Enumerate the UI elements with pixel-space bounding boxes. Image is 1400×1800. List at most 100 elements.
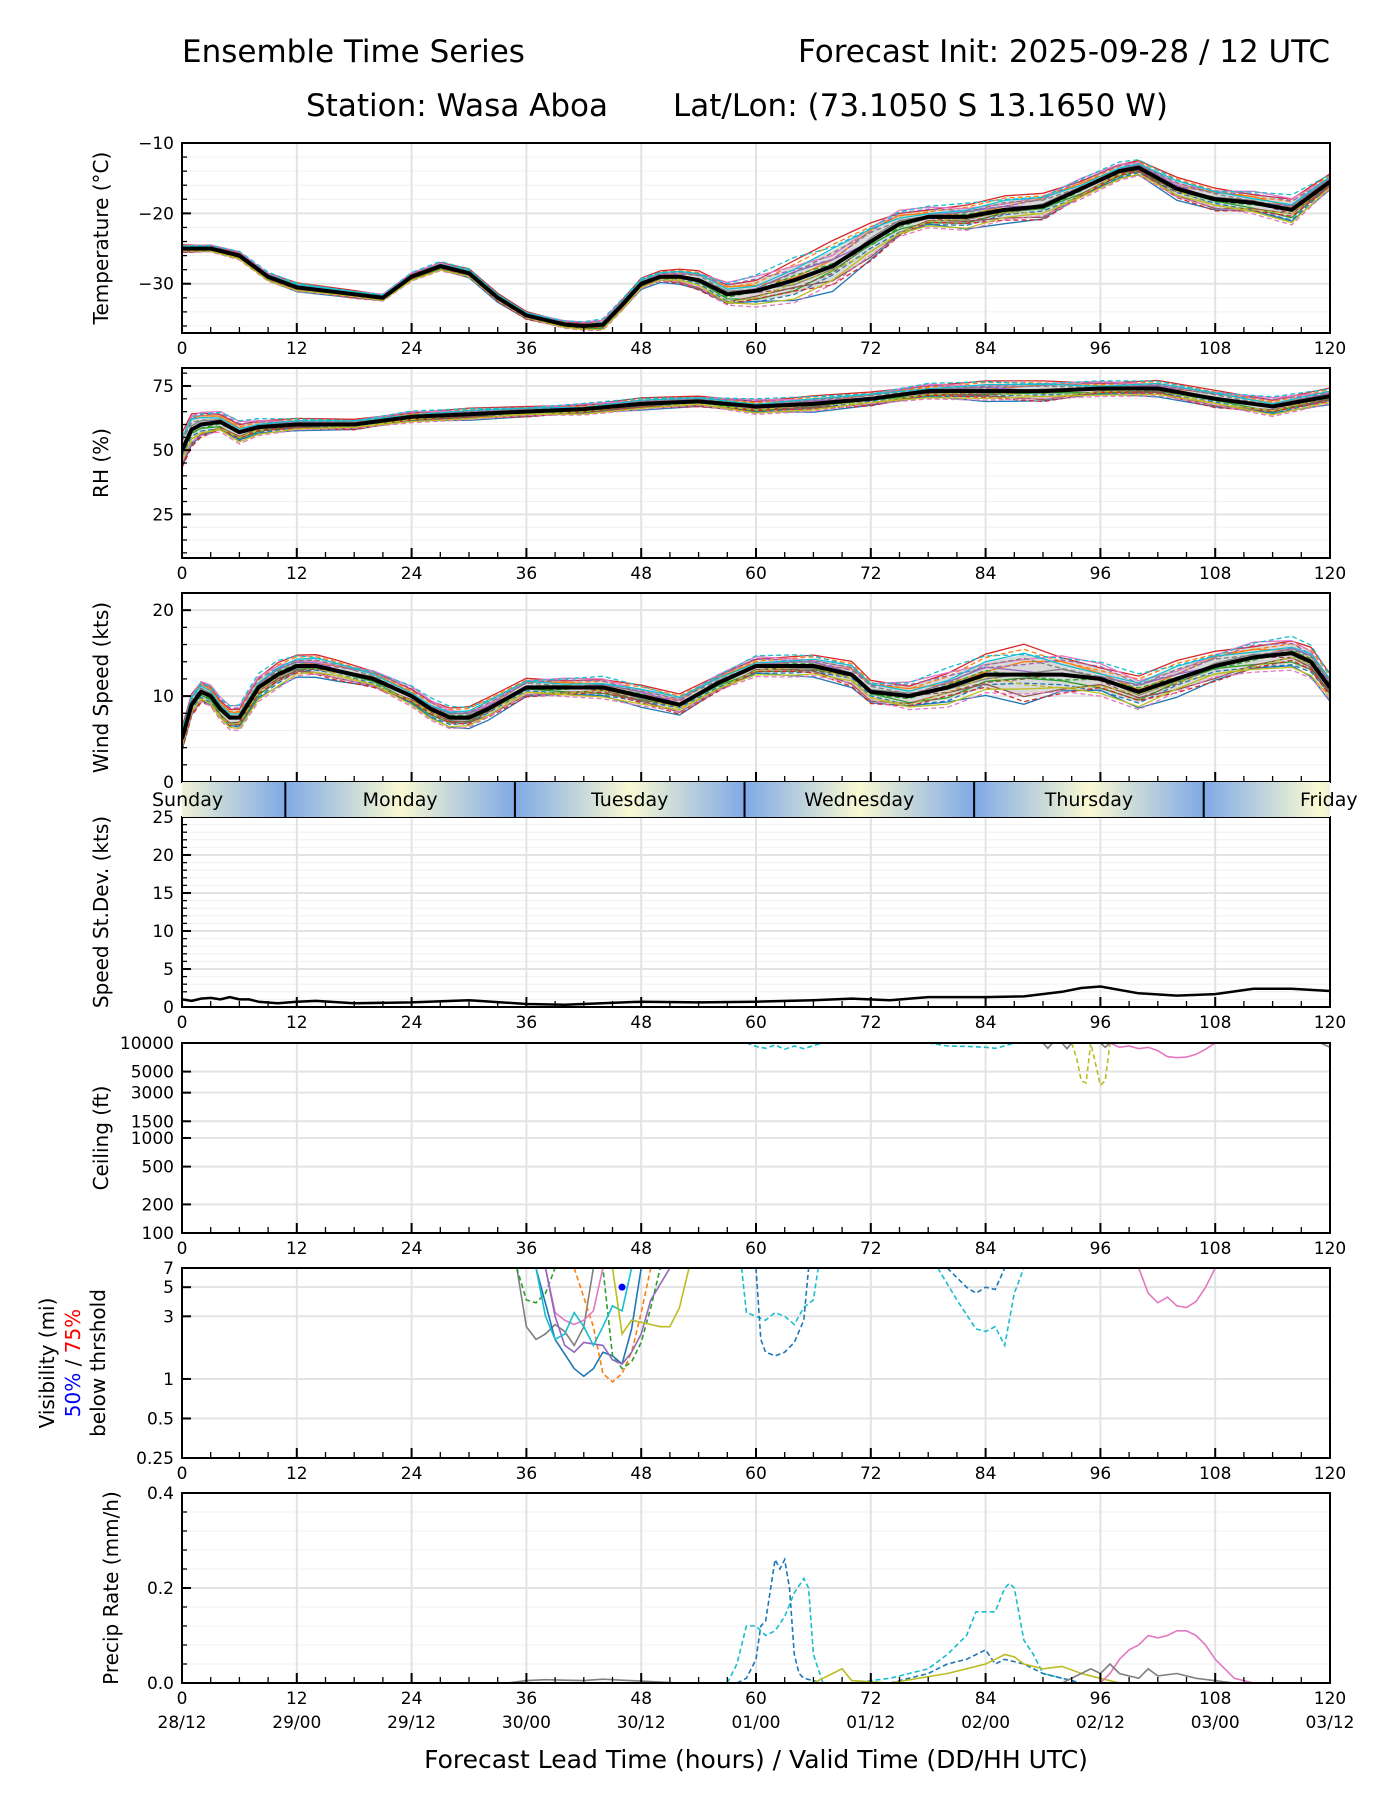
x-tick-label: 60 [745, 1464, 767, 1484]
x-tick-label: 24 [401, 564, 423, 584]
x-tick-label: 120 [1314, 339, 1346, 359]
x-tick-label: 12 [286, 339, 308, 359]
x-tick-label: 36 [516, 1239, 538, 1259]
day-segment [744, 782, 975, 817]
member-trace [746, 1043, 824, 1051]
vis-50pct-marker [618, 1283, 626, 1291]
x-tick-label: 36 [516, 1464, 538, 1484]
station-latlon: Lat/Lon: (73.1050 S 13.1650 W) [673, 88, 1168, 124]
member-trace [182, 659, 1330, 752]
member-trace [1099, 1630, 1254, 1683]
member-trace [736, 1556, 824, 1683]
y-tick-label: 75 [152, 377, 174, 397]
x-tick-label: 108 [1199, 1464, 1231, 1484]
member-trace [182, 669, 1330, 748]
x-tick-label: 36 [516, 339, 538, 359]
x-tick-label: 120 [1314, 1013, 1346, 1033]
x-tick-label: 48 [630, 339, 652, 359]
x-tick-label: 12 [286, 1689, 308, 1709]
member-trace [182, 382, 1330, 439]
valid-time-label: 02/12 [1076, 1713, 1125, 1733]
valid-time-label: 03/12 [1306, 1713, 1355, 1733]
y-axis-label: Temperature (°C) [89, 152, 113, 326]
y-tick-label: 3000 [131, 1084, 174, 1104]
y-tick-label: 0.4 [147, 1484, 174, 1504]
y-tick-label: 10 [152, 922, 174, 942]
plot-area-visibility [516, 1268, 1216, 1383]
x-tick-label: 84 [975, 564, 997, 584]
x-tick-label: 72 [860, 1689, 882, 1709]
member-trace [182, 639, 1330, 732]
day-segment [514, 782, 745, 817]
y-tick-label: 0.0 [147, 1674, 174, 1694]
y-tick-label: 1000 [131, 1129, 174, 1149]
x-tick-label: 72 [860, 1464, 882, 1484]
y-tick-label: 10000 [120, 1034, 174, 1054]
day-label: Friday [1300, 789, 1358, 811]
y-tick-label: 0 [163, 998, 174, 1018]
day-segment [1203, 782, 1330, 817]
x-tick-label: 108 [1199, 564, 1231, 584]
plot-area-wind [182, 635, 1330, 752]
member-trace [182, 159, 1330, 323]
member-trace [182, 380, 1330, 439]
valid-time-label: 01/12 [846, 1713, 895, 1733]
x-tick-label: 48 [630, 1239, 652, 1259]
y-tick-label: 5 [163, 960, 174, 980]
chart-title: Ensemble Time Series [182, 34, 525, 70]
x-tick-label: 108 [1199, 339, 1231, 359]
member-trace [182, 395, 1330, 463]
y-tick-label: 500 [142, 1158, 174, 1178]
y-tick-label: 10 [152, 687, 174, 707]
threshold-50pct: 50% [61, 1373, 85, 1417]
x-tick-label: 48 [630, 564, 652, 584]
day-segment [285, 782, 515, 817]
y-tick-label: 25 [152, 808, 174, 828]
station-name: Station: Wasa Aboa [306, 88, 609, 124]
valid-time-label: 30/12 [617, 1713, 666, 1733]
x-tick-label: 84 [975, 1689, 997, 1709]
y-axis-label: Ceiling (ft) [89, 1086, 113, 1191]
x-tick-label: 60 [745, 1013, 767, 1033]
x-tick-label: 24 [401, 1239, 423, 1259]
valid-time-label: 29/12 [387, 1713, 436, 1733]
x-tick-label: 60 [745, 339, 767, 359]
x-tick-label: 0 [177, 1464, 188, 1484]
y-axis-label-sub: below thrshold [86, 1289, 110, 1437]
member-trace [813, 1653, 1120, 1683]
x-tick-label: 12 [286, 564, 308, 584]
member-trace [1137, 1268, 1216, 1309]
x-tick-label: 48 [630, 1689, 652, 1709]
x-tick-label: 24 [401, 339, 423, 359]
member-trace [182, 393, 1330, 460]
x-tick-label: 108 [1199, 1013, 1231, 1033]
plot-area-rh [182, 379, 1330, 469]
x-tick-label: 84 [975, 1013, 997, 1033]
valid-time-label: 03/00 [1191, 1713, 1240, 1733]
y-tick-label: 5000 [131, 1063, 174, 1083]
member-trace [182, 666, 1330, 746]
y-tick-label: 100 [142, 1224, 174, 1244]
y-tick-label: 0.5 [147, 1409, 174, 1429]
valid-time-label: 01/00 [732, 1713, 781, 1733]
y-axis-label: Speed St.Dev. (kts) [89, 816, 113, 1008]
y-tick-label: 25 [152, 505, 174, 525]
x-tick-label: 24 [401, 1464, 423, 1484]
x-tick-label: 108 [1199, 1689, 1231, 1709]
x-tick-label: 36 [516, 564, 538, 584]
panel-wind: 0 10 20 Wind Speed (kts) [89, 592, 1331, 793]
valid-time-label: 28/12 [158, 1713, 207, 1733]
x-tick-label: 96 [1090, 1013, 1112, 1033]
y-axis-label: Precip Rate (mm/h) [99, 1491, 123, 1685]
member-trace [182, 646, 1330, 732]
ensemble-mean-line [182, 651, 1330, 740]
x-tick-label: 120 [1314, 1464, 1346, 1484]
y-tick-label: 20 [152, 846, 174, 866]
x-tick-label: 12 [286, 1013, 308, 1033]
x-tick-label: 72 [860, 339, 882, 359]
x-tick-label: 12 [286, 1464, 308, 1484]
day-band: Sunday Monday Tuesday Wednesday Thursday Frid… [152, 782, 1358, 817]
plot-area-ceiling [746, 1043, 1330, 1087]
